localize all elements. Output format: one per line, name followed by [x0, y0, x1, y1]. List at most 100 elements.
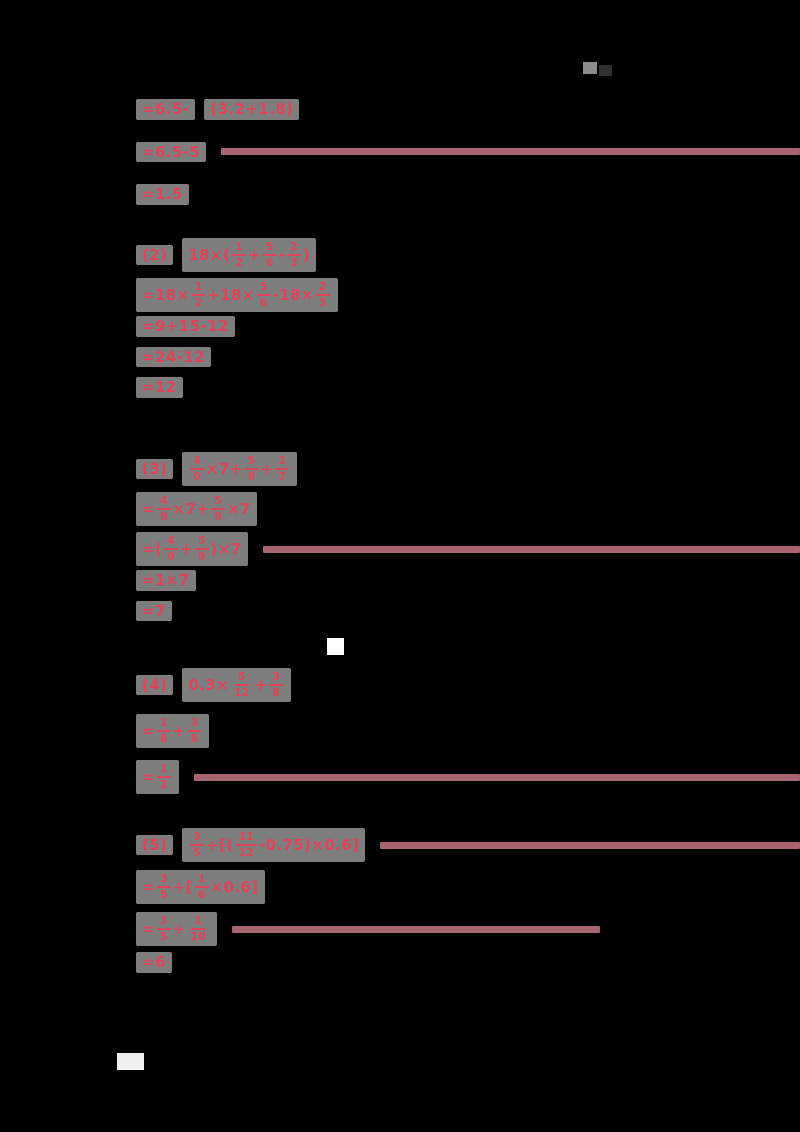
fraction-denominator: 10	[190, 930, 206, 943]
math-chunk: =1.5	[136, 184, 189, 205]
math-chunk: =7	[136, 600, 172, 621]
math-chunk: = 3 5 ÷[1 6 ×0.6]	[136, 870, 265, 904]
fraction-numerator: 5	[256, 280, 271, 296]
math-text: (3.2+1.8)	[210, 100, 294, 118]
fraction-numerator: 5	[211, 494, 226, 510]
math-text: )×7	[210, 539, 242, 558]
header-mark-icon	[583, 62, 597, 74]
math-text: =	[142, 499, 155, 518]
math-text: =	[142, 767, 155, 786]
math-line: =1×7	[136, 570, 800, 591]
math-text: ÷[	[172, 877, 193, 896]
fraction-denominator: 9	[214, 510, 223, 523]
math-text: =1.5	[142, 185, 183, 203]
fraction-denominator: 2	[159, 778, 168, 791]
fraction-numerator: 5	[244, 454, 259, 470]
fraction-denominator: 7	[278, 470, 287, 483]
math-chunk: = 4 9 ×7+ 5 9 ×7	[136, 492, 257, 526]
fraction-denominator: 5	[159, 888, 168, 901]
math-chunk: 4 9 ×7+ 5 9 ÷ 1 7	[182, 452, 298, 486]
solution-section-5: (5) 3 5 ÷[(11 12 -0.75)×0.6] = 3 5 ÷[1 6 ×0.6] = 3 5 ÷ 1…	[136, 826, 800, 983]
math-chunk: (4)	[136, 674, 174, 696]
math-text: =	[142, 721, 155, 740]
fraction-denominator: 12	[234, 686, 250, 699]
underline-bar	[221, 148, 800, 156]
math-text: =6	[142, 953, 166, 971]
math-chunk: =1×7	[136, 570, 196, 591]
math-text: (5)	[142, 835, 168, 854]
math-line: = 3 5 ÷ 1 10	[136, 910, 800, 948]
math-chunk: 0.3× 5 12 +3 8	[182, 668, 292, 702]
fraction-denominator: 3	[290, 256, 298, 269]
math-line: =6.5- (3.2+1.8)	[136, 99, 800, 120]
math-line: (2) 18×(1 2 +5 6-2 3)	[136, 236, 800, 274]
fraction-denominator: 2	[235, 256, 243, 269]
math-chunk: =6.5-	[136, 99, 196, 120]
fraction-denominator: 8	[190, 732, 199, 745]
page-number-block	[117, 1053, 144, 1070]
math-text: (2)	[142, 245, 168, 264]
fraction-numerator: 1	[232, 240, 246, 256]
fraction-denominator: 3	[318, 296, 327, 309]
math-line: =18× 1 2 +18× 5 6 -18× 2 3	[136, 276, 800, 314]
solution-section-3: (3) 4 9 ×7+ 5 9 ÷ 1 7 = 4 9 ×7+ 5 9 ×7 =(4 9 +5 9)×7 =1×7 =7	[136, 450, 800, 631]
math-chunk: =6.5-5	[136, 141, 207, 162]
math-line: (4) 0.3× 5 12 +3 8	[136, 666, 800, 704]
fraction-numerator: 5	[262, 240, 277, 256]
math-text: -	[278, 245, 286, 264]
underline-bar	[262, 545, 800, 553]
math-text: =	[142, 877, 155, 896]
math-line: =6	[136, 952, 800, 973]
math-chunk: =9+15-12	[136, 316, 235, 337]
math-chunk: = 1 8 +3 8	[136, 714, 210, 748]
math-chunk: =18× 1 2 +18× 5 6 -18× 2 3	[136, 278, 338, 312]
underline-bar	[231, 925, 600, 933]
math-text: (3)	[142, 459, 168, 478]
solution-section-2: (2) 18×(1 2 +5 6-2 3) =18× 1 2 +18× 5 6 -18× 2 3 =9+15-…	[136, 236, 800, 408]
math-line: = 1 8 +3 8	[136, 712, 800, 750]
underline-bar	[380, 841, 800, 849]
math-text: (4)	[142, 675, 168, 694]
math-text: 0.3×	[188, 675, 230, 694]
fraction-numerator: 1	[194, 872, 209, 888]
math-chunk: (5)	[136, 834, 174, 856]
math-chunk: (3)	[136, 458, 174, 480]
fraction-denominator: 6	[259, 296, 268, 309]
math-line: (5) 3 5 ÷[(11 12 -0.75)×0.6]	[136, 826, 800, 864]
fraction-denominator: 9	[159, 510, 168, 523]
math-text: ×7+	[172, 499, 210, 518]
math-text: +18×	[207, 285, 255, 304]
fraction-denominator: 9	[167, 550, 175, 563]
math-line: =9+15-12	[136, 316, 800, 337]
math-line: = 3 5 ÷[1 6 ×0.6]	[136, 868, 800, 906]
fraction-denominator: 5	[159, 930, 168, 943]
fraction-denominator: 6	[197, 888, 206, 901]
math-chunk: =24-12	[136, 346, 211, 367]
fraction-numerator: 3	[156, 914, 171, 930]
math-line: =24-12	[136, 346, 800, 367]
fraction-denominator: 12	[238, 846, 254, 859]
math-text: =6.5-	[142, 100, 190, 118]
fraction-denominator: 9	[197, 550, 206, 563]
math-text: ×7	[227, 499, 251, 518]
math-text: ÷	[172, 919, 186, 938]
fraction-numerator: 3	[269, 670, 284, 686]
math-text: =	[142, 919, 155, 938]
math-chunk: =(4 9 +5 9)×7	[136, 532, 248, 566]
fraction-numerator: 3	[156, 872, 171, 888]
math-text: -18×	[272, 285, 314, 304]
math-text: ×0.6]	[210, 877, 259, 896]
